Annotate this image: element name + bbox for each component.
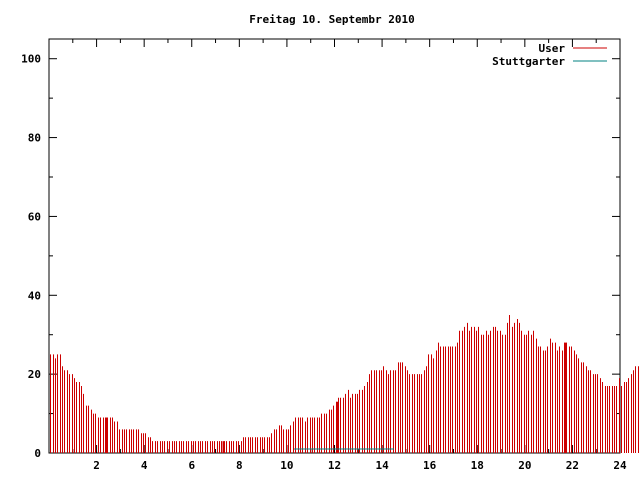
x-tick-label: 8	[236, 459, 243, 472]
x-tick-label: 22	[566, 459, 579, 472]
legend-label-stuttgarter: Stuttgarter	[492, 55, 565, 68]
y-tick-label: 80	[28, 132, 41, 145]
x-axis: 2 4 6 8 10 12 14 16 18 20 22 24	[72, 39, 627, 472]
chart-title: Freitag 10. Septembr 2010	[249, 13, 415, 26]
x-tick-label: 2	[93, 459, 100, 472]
y-tick-label: 20	[28, 368, 41, 381]
x-tick-label: 24	[613, 459, 627, 472]
y-axis: 0 20 40 60 80 100	[21, 53, 620, 460]
x-tick-label: 14	[375, 459, 389, 472]
y-tick-label: 60	[28, 210, 41, 223]
x-tick-label: 6	[188, 459, 195, 472]
x-tick-label: 20	[518, 459, 531, 472]
legend-item-stuttgarter: Stuttgarter	[492, 55, 607, 68]
plot-frame	[48, 38, 621, 454]
x-tick-label: 4	[141, 459, 148, 472]
x-tick-label: 18	[471, 459, 484, 472]
user-series	[50, 315, 639, 453]
x-tick-label: 12	[328, 459, 341, 472]
y-tick-label: 40	[28, 289, 41, 302]
y-tick-label: 0	[34, 447, 41, 460]
legend: User Stuttgarter	[492, 42, 607, 68]
y-tick-label: 100	[21, 53, 41, 66]
legend-item-user: User	[539, 42, 607, 55]
x-tick-label: 16	[423, 459, 437, 472]
legend-label-user: User	[539, 42, 566, 55]
x-tick-label: 10	[280, 459, 293, 472]
